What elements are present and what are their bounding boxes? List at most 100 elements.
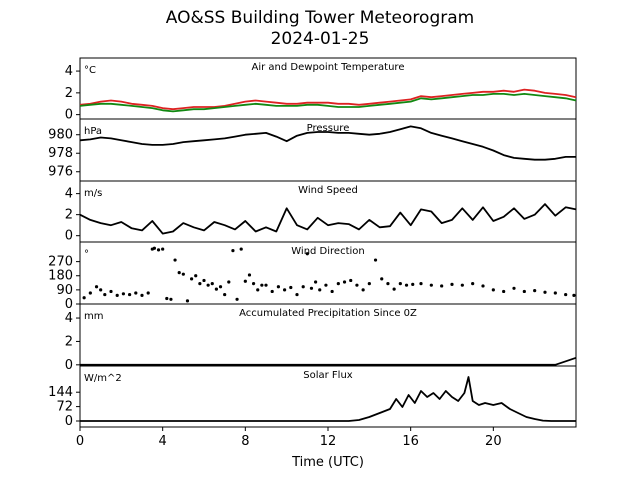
y-tick-label: 72 — [56, 400, 73, 415]
data-point — [318, 288, 322, 292]
data-point — [380, 277, 384, 281]
data-point — [121, 292, 125, 296]
x-tick-label: 12 — [320, 434, 337, 449]
y-tick-label: 4 — [65, 64, 73, 79]
data-point — [440, 284, 444, 288]
data-point — [190, 277, 194, 281]
data-point — [429, 283, 433, 287]
data-point — [235, 297, 239, 301]
data-point — [330, 289, 334, 294]
data-point — [512, 286, 516, 290]
data-point — [301, 285, 305, 289]
data-point — [460, 283, 464, 287]
panel-title: Wind Direction — [291, 246, 365, 257]
data-point — [349, 278, 353, 283]
y-tick-label: 4 — [65, 311, 73, 326]
data-point — [210, 281, 214, 286]
data-point — [373, 258, 378, 262]
data-point — [140, 293, 144, 297]
data-point — [134, 291, 138, 295]
chart-title: AO&SS Building Tower Meteorogram — [165, 8, 475, 28]
panel-wind-speed: 0 2 4 m/s Wind Speed — [65, 180, 577, 244]
data-point — [169, 297, 173, 301]
data-point — [206, 283, 210, 287]
data-point — [103, 292, 107, 297]
data-point — [491, 288, 495, 292]
data-point — [223, 292, 227, 297]
data-point — [276, 285, 280, 289]
y-tick-label: 0 — [65, 414, 73, 429]
y-tick-label: 0 — [65, 358, 73, 373]
x-tick-label: 0 — [76, 434, 84, 449]
series-line-line — [80, 356, 577, 366]
chart-subtitle: 2024-01-25 — [270, 29, 370, 49]
unit-label: hPa — [84, 126, 102, 137]
data-point — [264, 283, 268, 287]
series-line-line — [80, 376, 576, 422]
data-point — [522, 289, 526, 294]
data-point — [243, 279, 247, 283]
y-tick-label: 976 — [48, 165, 73, 180]
x-tick-label: 4 — [159, 434, 167, 449]
data-point — [270, 289, 274, 294]
data-point — [502, 289, 506, 294]
unit-label: m/s — [84, 188, 102, 199]
data-point — [450, 282, 454, 286]
series-line-dewpoint — [79, 93, 577, 113]
panel-air-and-dewpoint-temperature: 0 2 4 °C Air and Dewpoint Temperature — [65, 57, 577, 123]
y-tick-label: 270 — [48, 255, 73, 270]
panel-pressure: 976 978 980 hPa Pressure — [48, 118, 577, 182]
data-point — [295, 292, 299, 297]
data-point — [256, 288, 260, 292]
data-point — [181, 272, 185, 276]
data-point — [533, 289, 537, 293]
y-tick-label: 144 — [48, 385, 73, 400]
data-point — [198, 281, 202, 286]
data-point — [361, 288, 365, 292]
data-point — [386, 281, 390, 286]
data-point — [481, 284, 485, 288]
data-point — [214, 287, 218, 291]
data-point — [82, 296, 86, 300]
data-point — [309, 286, 314, 290]
panel-title: Air and Dewpoint Temperature — [252, 62, 405, 73]
data-point — [419, 281, 423, 286]
series-line-line — [79, 203, 577, 235]
panel-accumulated-precipitation-since-0z: 0 2 4 mm Accumulated Precipitation Since 0Z — [65, 303, 577, 373]
data-point — [94, 285, 99, 289]
y-tick-label: 2 — [65, 208, 73, 223]
data-point — [202, 278, 206, 283]
data-point — [355, 283, 359, 287]
data-point — [247, 273, 252, 277]
series-line-line — [79, 125, 576, 161]
x-tick-label: 8 — [241, 434, 249, 449]
y-tick-label: 2 — [65, 86, 73, 101]
data-point — [161, 247, 165, 251]
data-point — [218, 285, 223, 289]
y-tick-label: 0 — [65, 108, 73, 123]
data-point — [367, 281, 371, 286]
data-point — [156, 248, 161, 252]
y-tick-label: 90 — [56, 283, 73, 298]
data-point — [115, 293, 119, 297]
panel-title: Accumulated Precipitation Since 0Z — [239, 308, 417, 319]
unit-label: °C — [84, 65, 96, 76]
x-axis-label: Time (UTC) — [291, 455, 364, 470]
data-point — [314, 280, 318, 284]
data-point — [471, 281, 475, 286]
panel-title: Wind Speed — [298, 185, 358, 196]
data-point — [252, 281, 256, 286]
unit-label: W/m^2 — [84, 373, 122, 384]
data-point — [283, 288, 287, 292]
data-point — [146, 291, 150, 295]
data-point — [324, 283, 328, 287]
data-point — [109, 289, 113, 294]
data-point — [404, 283, 409, 287]
data-point — [543, 290, 547, 294]
series-line-temperature — [79, 88, 577, 111]
data-point — [239, 247, 243, 251]
data-point — [398, 281, 402, 286]
data-point — [173, 258, 177, 262]
